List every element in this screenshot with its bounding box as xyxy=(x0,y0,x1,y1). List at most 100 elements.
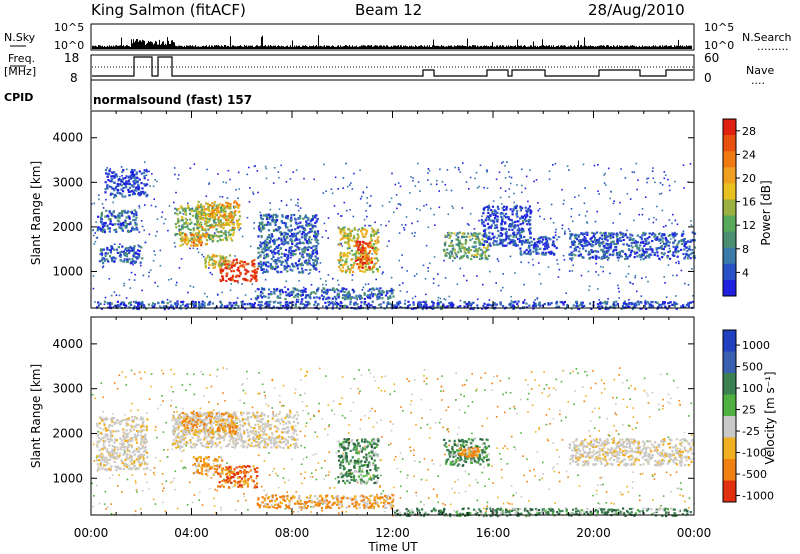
noise-cell xyxy=(175,191,177,194)
nsky-bar xyxy=(200,46,201,49)
noise-cell xyxy=(285,280,287,283)
noise-cell xyxy=(566,165,569,167)
data-cell xyxy=(620,255,623,258)
data-cell xyxy=(286,241,289,244)
noise-cell xyxy=(154,254,156,256)
data-cell xyxy=(588,252,592,255)
data-cell xyxy=(282,236,285,239)
data-cell xyxy=(136,301,139,304)
noise-cell xyxy=(527,261,530,264)
data-cell xyxy=(143,183,146,186)
nsky-bar xyxy=(131,39,132,49)
data-cell xyxy=(536,248,539,251)
noise-cell xyxy=(443,259,445,262)
data-cell xyxy=(661,256,664,259)
data-cell xyxy=(297,259,300,263)
data-cell xyxy=(350,258,353,261)
data-cell xyxy=(641,254,644,257)
noise-cell xyxy=(351,188,354,190)
data-cell xyxy=(143,177,146,180)
data-cell xyxy=(120,188,123,191)
data-cell xyxy=(374,249,378,252)
nsky-bar xyxy=(320,45,321,49)
noise-cell xyxy=(478,219,480,222)
data-cell xyxy=(280,252,283,255)
data-cell xyxy=(514,243,517,246)
data-cell xyxy=(600,257,603,260)
data-cell xyxy=(362,235,365,238)
data-cell xyxy=(638,249,641,252)
data-cell xyxy=(546,247,549,250)
data-cell xyxy=(651,248,654,251)
data-cell xyxy=(268,303,271,306)
data-cell xyxy=(104,215,107,218)
data-cell xyxy=(116,182,119,186)
data-cell xyxy=(425,306,428,309)
data-cell xyxy=(181,219,184,222)
cpid-text: normalsound (fast) 157 xyxy=(93,93,252,107)
nsky-bar xyxy=(414,46,415,49)
noise-cell xyxy=(327,274,330,276)
data-cell xyxy=(597,256,601,259)
data-cell xyxy=(620,239,623,242)
data-cell xyxy=(662,253,666,256)
data-cell xyxy=(484,228,487,231)
noise-cell xyxy=(323,163,325,166)
data-cell xyxy=(668,241,671,244)
data-cell xyxy=(512,221,515,224)
data-cell xyxy=(685,252,688,256)
nsky-bar xyxy=(353,46,354,49)
data-cell xyxy=(342,263,346,266)
data-cell xyxy=(126,222,129,226)
noise-cell xyxy=(504,190,507,192)
data-cell xyxy=(624,255,628,258)
data-cell xyxy=(660,245,663,248)
noise-cell xyxy=(209,271,212,274)
noise-cell xyxy=(539,240,542,242)
data-cell xyxy=(311,227,314,230)
data-cell xyxy=(397,302,400,305)
noise-cell xyxy=(514,272,516,274)
nsky-bar xyxy=(351,46,352,49)
data-cell xyxy=(181,227,184,230)
data-cell xyxy=(639,255,642,258)
noise-cell xyxy=(557,236,560,238)
nsky-bar xyxy=(595,46,596,49)
data-cell xyxy=(205,218,208,221)
nsky-bar xyxy=(624,45,625,49)
data-cell xyxy=(371,300,374,303)
noise-cell xyxy=(149,185,151,187)
data-cell xyxy=(680,305,683,308)
noise-cell xyxy=(377,231,380,234)
nsky-bar xyxy=(612,47,613,49)
nsky-bar xyxy=(424,45,425,49)
noise-cell xyxy=(322,305,324,308)
noise-cell xyxy=(113,243,116,245)
nsky-bar xyxy=(502,45,503,49)
data-cell xyxy=(224,236,227,239)
data-cell xyxy=(608,246,611,249)
nsky-bar xyxy=(542,39,543,49)
nsky-bar xyxy=(439,46,440,49)
data-cell xyxy=(653,253,656,257)
nsky-bar xyxy=(437,45,438,49)
data-cell xyxy=(308,231,311,234)
data-cell xyxy=(225,221,228,224)
data-cell xyxy=(359,269,362,272)
data-cell xyxy=(509,223,512,226)
data-cell xyxy=(184,233,187,236)
noise-cell xyxy=(401,254,403,256)
nsky-bar xyxy=(566,46,567,49)
noise-cell xyxy=(563,259,566,261)
data-cell xyxy=(508,228,511,231)
data-cell xyxy=(232,223,235,226)
data-cell xyxy=(117,223,120,226)
noise-cell xyxy=(94,240,97,243)
data-cell xyxy=(108,227,111,230)
noise-cell xyxy=(393,211,395,214)
noise-cell xyxy=(436,179,438,182)
data-cell xyxy=(101,253,104,256)
noise-cell xyxy=(603,182,606,184)
data-cell xyxy=(353,228,356,231)
